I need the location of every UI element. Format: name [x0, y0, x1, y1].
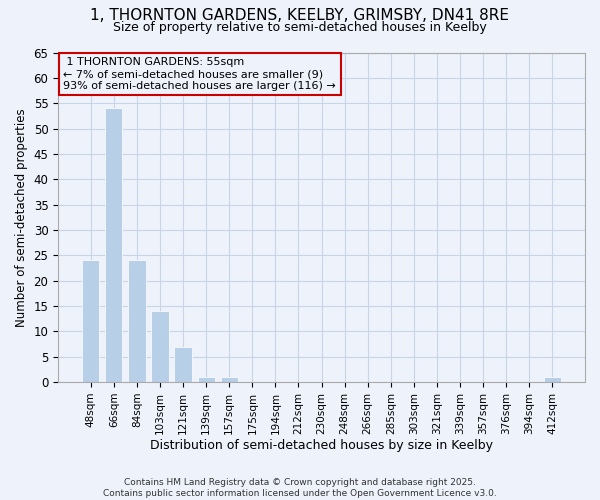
X-axis label: Distribution of semi-detached houses by size in Keelby: Distribution of semi-detached houses by … [150, 440, 493, 452]
Bar [175, 346, 192, 382]
Text: Contains HM Land Registry data © Crown copyright and database right 2025.
Contai: Contains HM Land Registry data © Crown c… [103, 478, 497, 498]
Y-axis label: Number of semi-detached properties: Number of semi-detached properties [15, 108, 28, 326]
Bar [128, 260, 146, 382]
Text: Size of property relative to semi-detached houses in Keelby: Size of property relative to semi-detach… [113, 21, 487, 34]
Bar [544, 377, 561, 382]
Bar [197, 377, 215, 382]
Text: 1 THORNTON GARDENS: 55sqm
← 7% of semi-detached houses are smaller (9)
93% of se: 1 THORNTON GARDENS: 55sqm ← 7% of semi-d… [64, 58, 336, 90]
Bar [221, 377, 238, 382]
Text: 1, THORNTON GARDENS, KEELBY, GRIMSBY, DN41 8RE: 1, THORNTON GARDENS, KEELBY, GRIMSBY, DN… [91, 8, 509, 22]
Bar [105, 108, 122, 382]
Bar [151, 311, 169, 382]
Bar [82, 260, 100, 382]
